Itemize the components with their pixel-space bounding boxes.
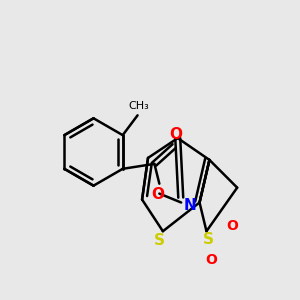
Text: S: S bbox=[203, 232, 214, 247]
Text: O: O bbox=[206, 253, 218, 267]
Text: O: O bbox=[226, 219, 238, 233]
Text: O: O bbox=[170, 127, 183, 142]
Text: S: S bbox=[153, 233, 164, 248]
Text: O: O bbox=[151, 187, 164, 202]
Text: CH₃: CH₃ bbox=[128, 101, 149, 111]
Text: N: N bbox=[183, 198, 196, 213]
